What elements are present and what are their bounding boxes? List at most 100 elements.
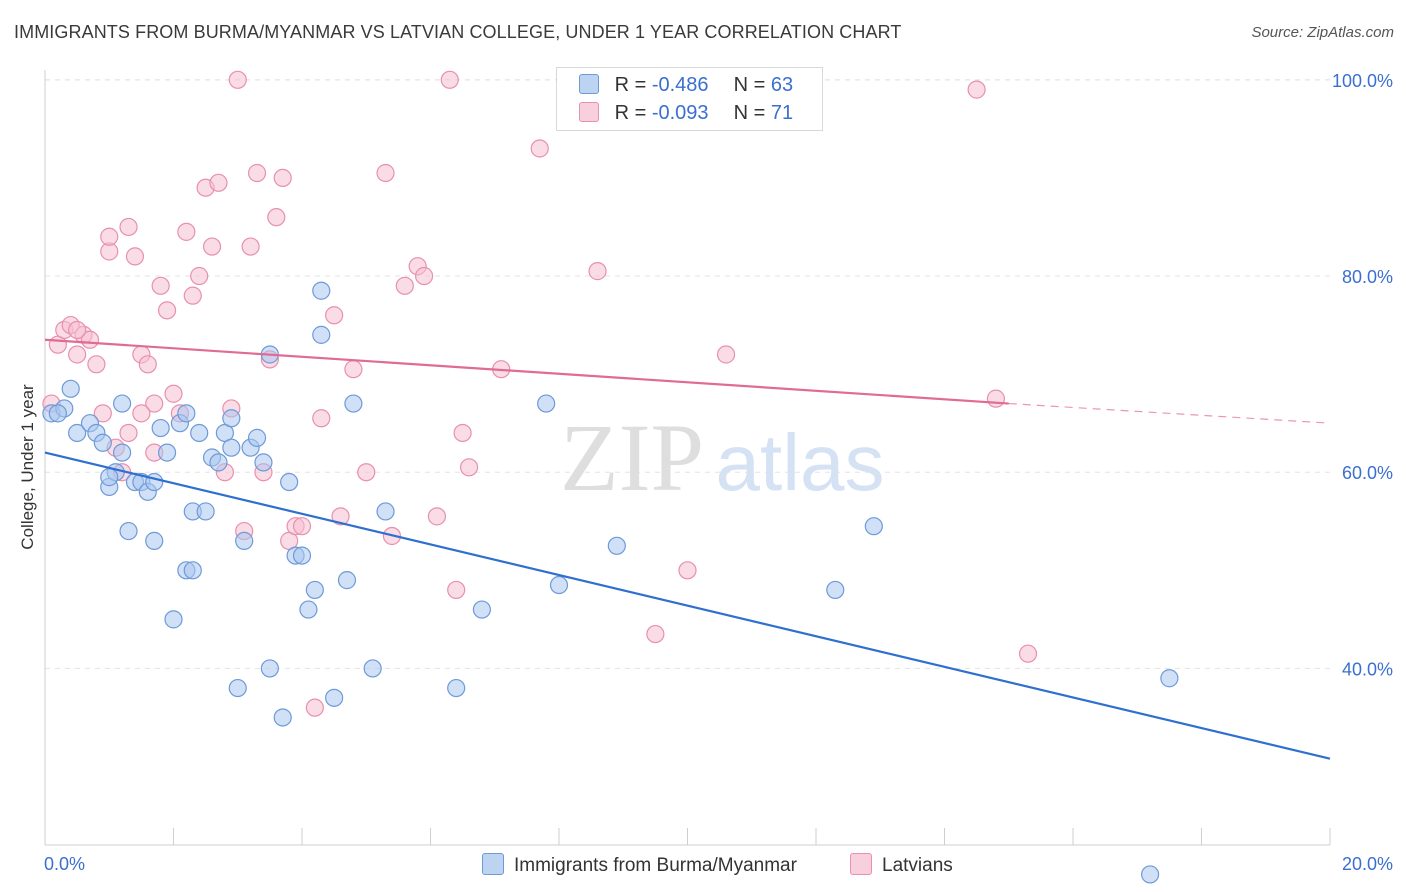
data-point-burma (826, 580, 845, 600)
data-point-burma (119, 521, 138, 541)
y-tick-label: 100.0% (1332, 71, 1393, 91)
data-point-latvians (125, 247, 145, 266)
data-point-burma (254, 453, 273, 472)
data-point-burma (183, 561, 202, 580)
bottom-legend-label-latvians: Latvians (882, 855, 953, 876)
data-point-burma (157, 443, 177, 462)
data-point-burma (305, 580, 324, 600)
chart-title: IMMIGRANTS FROM BURMA/MYANMAR VS LATVIAN… (14, 22, 902, 42)
data-point-latvians (986, 389, 1006, 408)
data-point-latvians (447, 580, 466, 600)
series-latvians-points (42, 70, 1038, 717)
data-point-latvians (325, 306, 344, 325)
data-point-latvians (1018, 644, 1038, 663)
data-point-burma (228, 678, 247, 698)
y-tick-label: 40.0% (1342, 659, 1393, 679)
source-credit: Source: ZipAtlas.com (1251, 24, 1394, 41)
data-point-latvians (93, 404, 112, 423)
data-point-latvians (202, 237, 222, 256)
bottom-legend-swatch-burma (482, 853, 504, 875)
data-point-latvians (967, 80, 986, 99)
data-point-latvians (157, 301, 177, 320)
data-point-latvians (267, 208, 286, 227)
legend-n-value: 63 (770, 74, 794, 96)
data-point-latvians (376, 163, 395, 183)
data-point-burma (164, 610, 183, 629)
legend-swatch-latvians (579, 102, 599, 122)
data-point-burma (145, 531, 164, 550)
data-point-burma (235, 531, 254, 550)
data-point-burma (537, 394, 556, 413)
data-point-burma (549, 575, 569, 595)
legend-row-latvians: R = -0.093 N = 71 (579, 102, 793, 125)
bottom-legend-latvians: Latvians (850, 853, 953, 877)
data-point-latvians (145, 394, 164, 413)
data-point-burma (325, 688, 344, 707)
bottom-legend-swatch-latvians (850, 853, 872, 875)
data-point-burma (260, 659, 279, 678)
data-point-latvians (414, 266, 434, 286)
data-point-latvians (247, 163, 267, 183)
legend-swatch-burma (579, 74, 599, 94)
data-point-burma (1140, 865, 1160, 884)
data-point-latvians (119, 217, 138, 237)
data-point-burma (196, 502, 215, 521)
bottom-legend-burma: Immigrants from Burma/Myanmar (482, 853, 797, 877)
legend-n-value: 71 (770, 102, 794, 124)
data-point-burma (312, 325, 331, 344)
data-point-latvians (646, 624, 665, 644)
gridlines (45, 79, 1330, 669)
data-point-latvians (68, 345, 87, 364)
data-point-latvians (305, 698, 324, 717)
data-point-burma (280, 472, 299, 492)
watermark-atlas: atlas (716, 418, 885, 507)
data-point-burma (472, 600, 491, 619)
data-point-latvians (87, 355, 106, 374)
data-point-burma (209, 453, 228, 472)
data-point-latvians (132, 404, 151, 423)
data-point-burma (68, 423, 87, 443)
data-point-latvians (177, 222, 196, 241)
data-point-burma (222, 409, 241, 428)
data-point-latvians (440, 70, 459, 89)
trend-line-latvians-extension (1008, 402, 1331, 424)
data-point-latvians (119, 423, 138, 443)
data-point-latvians (100, 227, 119, 246)
data-point-burma (447, 678, 466, 698)
data-point-latvians (716, 345, 736, 364)
data-point-burma (1160, 669, 1179, 688)
correlation-legend: R = -0.486 N = 63 R = -0.093 N = 71 (556, 67, 823, 131)
data-point-burma (151, 418, 170, 438)
data-point-burma (363, 659, 382, 678)
legend-r-value: -0.486 (651, 74, 709, 96)
data-point-burma (61, 379, 80, 398)
legend-r-value: -0.093 (651, 102, 709, 124)
data-point-burma (177, 404, 196, 423)
data-point-latvians (459, 458, 479, 477)
data-point-burma (376, 502, 395, 521)
data-point-latvians (228, 70, 247, 89)
watermark-zip: ZIP (560, 404, 704, 511)
data-point-latvians (151, 276, 170, 295)
y-tick-label: 60.0% (1342, 463, 1393, 483)
series-burma-points (42, 281, 1179, 884)
data-point-burma (48, 404, 67, 423)
data-point-latvians (183, 286, 202, 305)
data-point-burma (247, 428, 267, 447)
y-axis-label: College, Under 1 year (18, 384, 37, 550)
data-point-latvians (427, 507, 447, 526)
data-point-latvians (588, 262, 607, 281)
data-point-latvians (68, 320, 87, 340)
data-point-burma (273, 708, 292, 727)
data-point-latvians (344, 360, 363, 379)
legend-r-label: R = (614, 102, 647, 124)
trend-lines (44, 338, 1331, 760)
axes (44, 70, 1331, 846)
data-point-burma (100, 468, 119, 487)
data-point-latvians (312, 409, 331, 428)
trend-line-latvians (44, 338, 1009, 405)
data-point-latvians (357, 463, 376, 482)
data-point-latvians (331, 507, 350, 526)
data-point-burma (607, 536, 626, 555)
